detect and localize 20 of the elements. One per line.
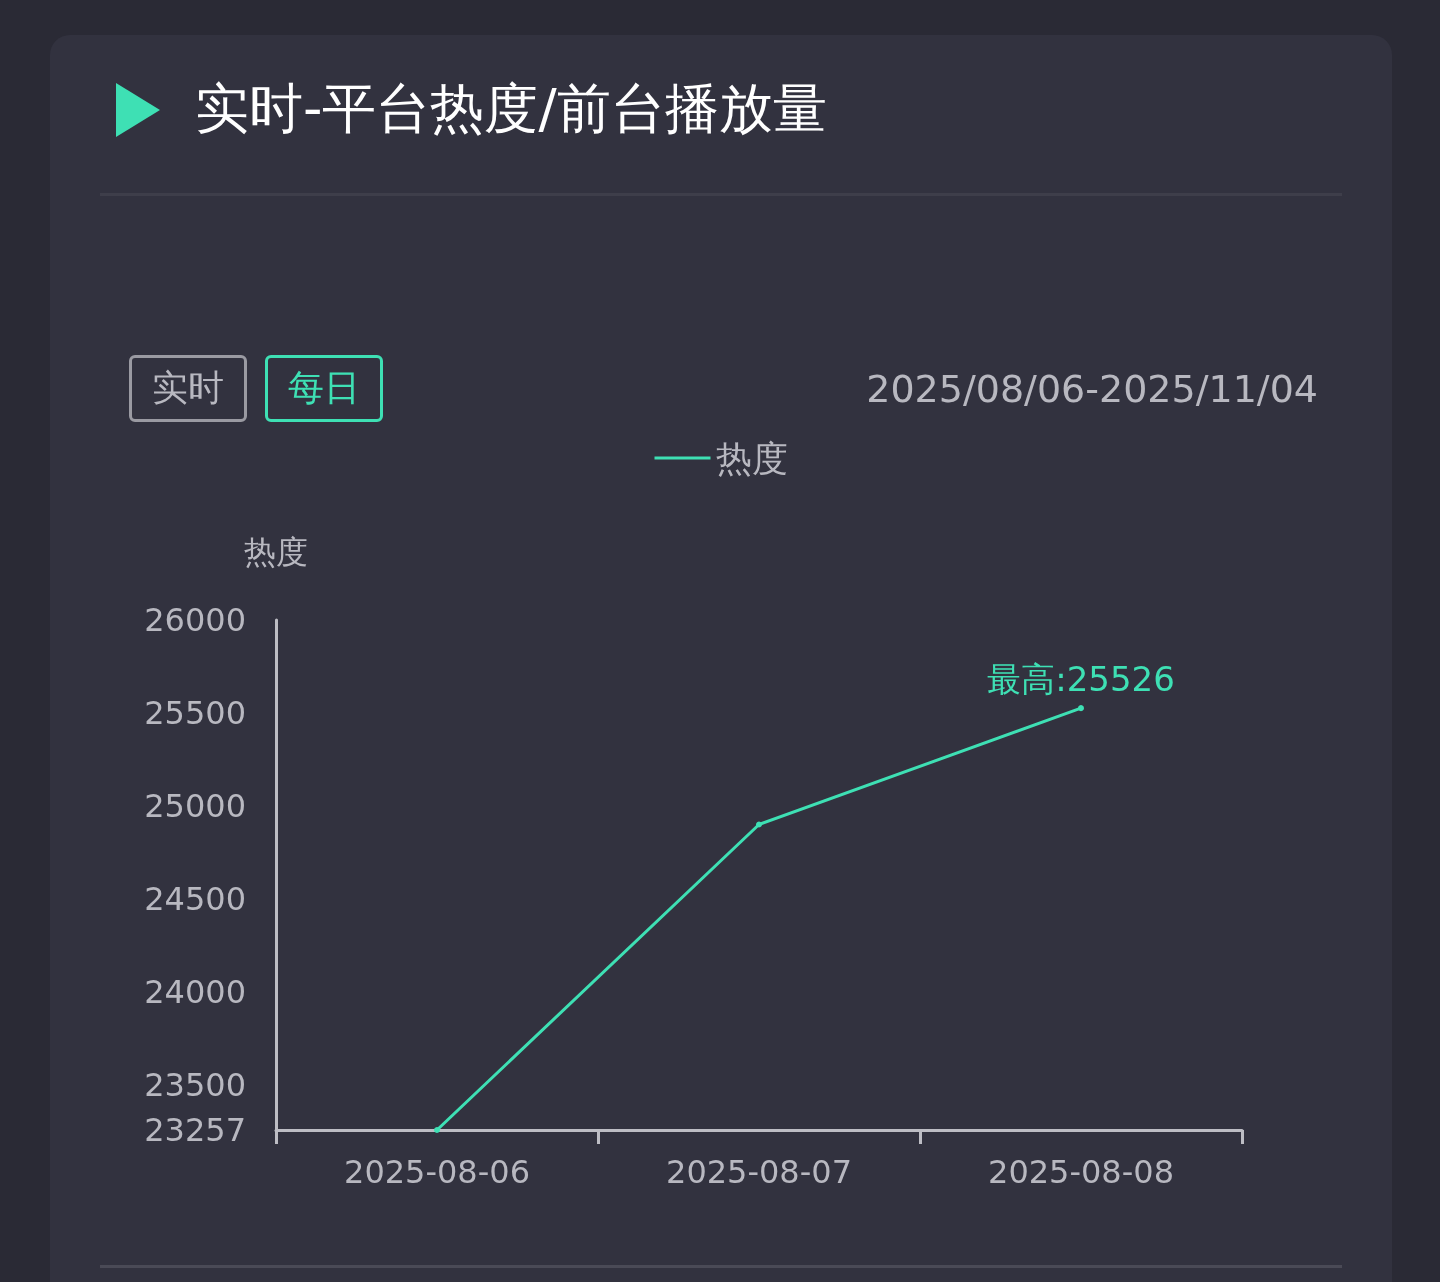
y-tick-label: 26000 <box>144 601 246 639</box>
y-tick-label: 25500 <box>144 693 246 732</box>
text: 每日 <box>265 355 383 422</box>
y-tick-label: 24500 <box>144 879 246 918</box>
y-tick-label: 23500 <box>144 1065 246 1104</box>
point <box>1078 705 1084 712</box>
x-tick-label: 2025-08-08 <box>988 1153 1174 1191</box>
y-tick-label: 23257 <box>144 1111 246 1149</box>
x-tick-label: 2025-08-06 <box>344 1153 530 1191</box>
y-tick-label: 24000 <box>144 972 246 1011</box>
legend-label: 热度 <box>715 437 788 479</box>
text: 2025/08/06-2025/11/04 <box>866 367 1318 411</box>
point <box>434 1127 440 1133</box>
text: 实时 <box>129 355 247 422</box>
y-axis-title: 热度 <box>244 533 308 571</box>
x-tick-label: 2025-08-07 <box>666 1153 852 1191</box>
annotation: 最高:25526 <box>987 658 1175 699</box>
point <box>756 821 762 828</box>
chart-title: 实时-平台热度/前台播放量 <box>195 76 827 142</box>
y-tick-label: 25000 <box>144 786 246 825</box>
